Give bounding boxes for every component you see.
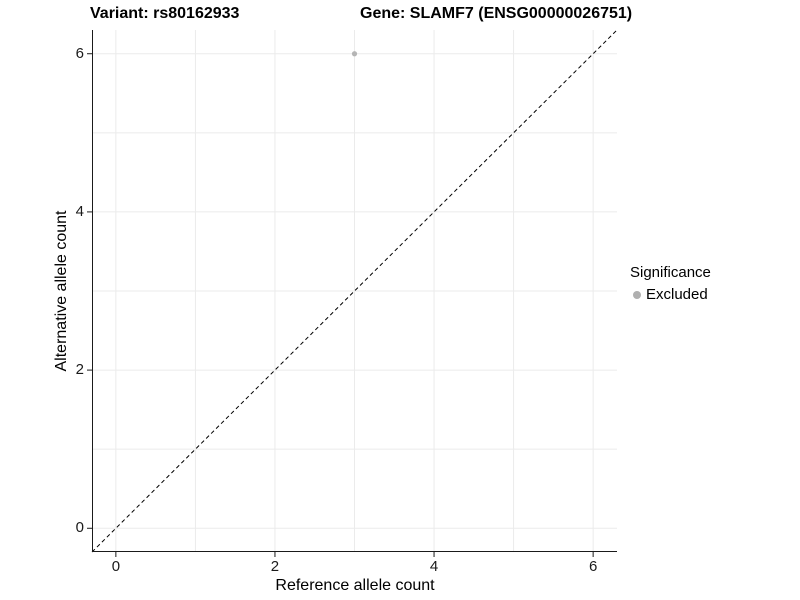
y-tick-label: 0 xyxy=(75,519,84,537)
legend: Significance Excluded xyxy=(630,264,711,303)
x-tick-label: 0 xyxy=(111,558,121,575)
plot-title-gene: Gene: SLAMF7 (ENSG00000026751) xyxy=(360,5,633,22)
plot-title-variant: Variant: rs80162933 xyxy=(90,5,240,22)
identity-reference-line xyxy=(91,29,618,553)
plot-panel xyxy=(87,29,618,557)
x-tick-label: 4 xyxy=(429,558,439,575)
y-tick-label: 2 xyxy=(75,361,84,379)
chart-canvas xyxy=(87,29,618,557)
x-tick-label: 2 xyxy=(270,558,280,575)
legend-title: Significance xyxy=(630,264,711,281)
y-tick-label: 4 xyxy=(75,202,84,220)
x-axis-title: Reference allele count xyxy=(275,577,435,594)
y-axis-title: Alternative allele count xyxy=(53,210,70,372)
legend-item-label: Excluded xyxy=(646,286,708,303)
legend-point-icon xyxy=(633,290,641,299)
legend-item-excluded: Excluded xyxy=(630,286,711,303)
y-tick-label: 6 xyxy=(75,44,84,62)
x-tick-label: 6 xyxy=(588,558,598,575)
data-point xyxy=(351,51,358,57)
